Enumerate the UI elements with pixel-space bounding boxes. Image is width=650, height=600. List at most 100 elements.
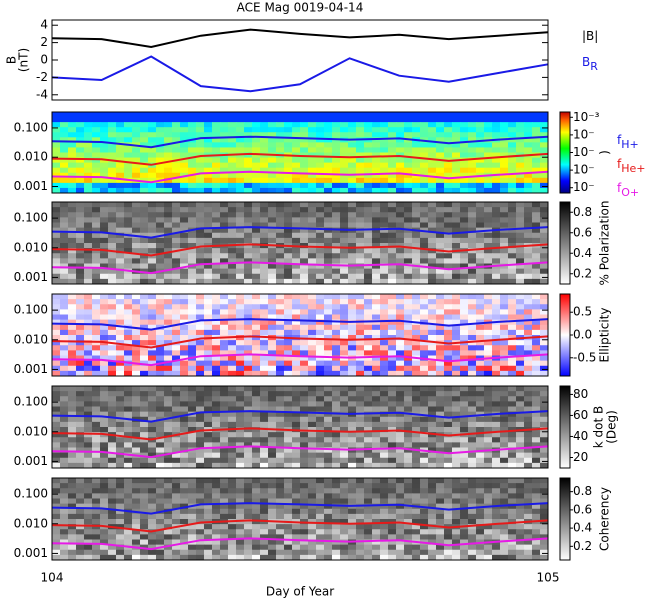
spectrogram-cell: [372, 462, 381, 469]
spectrogram-cell: [220, 187, 229, 194]
spectrogram-cell: [324, 406, 333, 413]
spectrogram-cell: [516, 534, 525, 540]
spectrogram-cell: [524, 483, 533, 489]
spectrogram-cell: [436, 447, 445, 454]
spectrogram-cell: [364, 416, 373, 423]
spectrogram-cell: [212, 534, 221, 540]
spectrogram-cell: [484, 350, 493, 356]
spectrogram-cell: [428, 350, 437, 356]
spectrogram-cell: [268, 232, 277, 239]
spectrogram-cell: [76, 447, 85, 454]
spectrogram-cell: [60, 207, 69, 213]
spectrogram-cell: [108, 478, 117, 484]
spectrogram-cell: [380, 478, 389, 484]
spectrogram-cell: [268, 248, 277, 254]
spectrogram-cell: [116, 498, 125, 505]
spectrogram-cell: [452, 177, 461, 184]
spectrogram-cell: [340, 427, 349, 433]
spectrogram-cell: [460, 237, 469, 244]
spectrogram-cell: [348, 529, 357, 535]
spectrogram-cell: [468, 462, 477, 469]
spectrogram-cell: [140, 503, 149, 510]
spectrogram-cell: [212, 258, 221, 264]
spectrogram-cell: [484, 442, 493, 448]
spectrogram-cell: [92, 329, 101, 336]
spectrogram-cell: [276, 132, 285, 138]
spectrogram-cell: [460, 127, 469, 133]
spectrogram-cell: [420, 314, 429, 321]
spectrogram-cell: [284, 217, 293, 223]
spectrogram-cell: [492, 268, 501, 275]
spectrogram-cell: [148, 427, 157, 433]
spectrogram-cell: [364, 427, 373, 433]
legend-name: f: [617, 133, 622, 147]
spectrogram-cell: [60, 437, 69, 443]
spectrogram-cell: [156, 132, 165, 138]
spectrogram-cell: [108, 396, 117, 402]
spectrogram-cell: [484, 212, 493, 218]
spectrogram-cell: [260, 122, 269, 128]
spectrogram-cell: [100, 122, 109, 128]
spectrogram-cell: [276, 442, 285, 448]
spectrogram-cell: [460, 147, 469, 153]
spectrogram-cell: [364, 324, 373, 331]
spectrogram-cell: [284, 177, 293, 184]
spectrogram-cell: [116, 268, 125, 275]
spectrogram-cell: [156, 442, 165, 448]
spectrogram-cell: [492, 177, 501, 184]
spectrogram-cell: [228, 202, 237, 208]
spectrogram-cell: [396, 442, 405, 448]
spectrogram-cell: [156, 227, 165, 234]
spectrogram-cell: [316, 258, 325, 264]
spectrogram-cell: [212, 137, 221, 143]
spectrogram-cell: [76, 278, 85, 285]
spectrogram-cell: [244, 207, 253, 213]
spectrogram-cell: [260, 137, 269, 143]
spectrogram-cell: [396, 212, 405, 218]
spectrogram-cell: [220, 534, 229, 540]
spectrogram-cell: [524, 534, 533, 540]
spectrogram-cell: [204, 396, 213, 402]
spectrogram-cell: [508, 243, 517, 249]
spectrogram-cell: [124, 237, 133, 244]
spectrogram-cell: [228, 112, 237, 118]
spectrogram-cell: [156, 396, 165, 402]
spectrogram-cell: [284, 132, 293, 138]
spectrogram-cell: [220, 122, 229, 128]
spectrogram-cell: [540, 202, 549, 208]
spectrogram-cell: [372, 162, 381, 169]
spectrogram-cell: [92, 137, 101, 143]
spectrogram-cell: [228, 401, 237, 407]
spectrogram-cell: [332, 299, 341, 305]
spectrogram-cell: [52, 401, 61, 407]
spectrogram-cell: [356, 147, 365, 153]
spectrogram-cell: [140, 127, 149, 133]
spectrogram-cell: [220, 355, 229, 362]
spectrogram-cell: [52, 508, 61, 515]
spectrogram-cell: [388, 483, 397, 489]
spectrogram-cell: [260, 370, 269, 377]
spectrogram-cell: [444, 447, 453, 454]
spectrogram-cell: [300, 167, 309, 174]
spectrogram-cell: [404, 360, 413, 367]
spectrogram-cell: [332, 258, 341, 264]
spectrogram-cell: [140, 365, 149, 372]
spectrogram-cell: [156, 457, 165, 464]
spectrogram-cell: [540, 529, 549, 535]
spectrogram-cell: [396, 117, 405, 123]
spectrogram-cell: [484, 142, 493, 148]
spectrogram-cell: [52, 278, 61, 285]
spectrogram-cell: [540, 513, 549, 520]
spectrogram-cell: [332, 217, 341, 223]
spectrogram-cell: [460, 437, 469, 443]
spectrogram-cell: [284, 370, 293, 377]
spectrogram-cell: [68, 483, 77, 489]
spectrogram-cell: [252, 365, 261, 372]
spectrogram-cell: [52, 152, 61, 159]
spectrogram-cell: [292, 488, 301, 494]
spectrogram-cell: [508, 167, 517, 174]
spectrogram-cell: [460, 172, 469, 179]
spectrogram-cell: [132, 182, 141, 189]
spectrogram-cell: [292, 442, 301, 448]
spectrogram-cell: [332, 167, 341, 174]
